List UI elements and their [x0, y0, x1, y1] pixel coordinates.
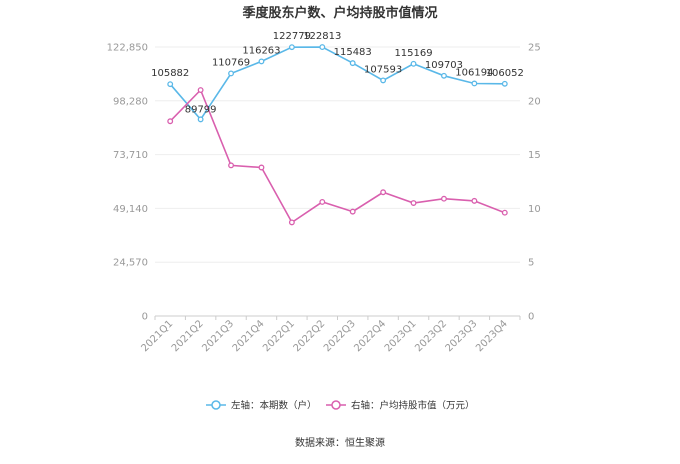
data-label: 115169 [394, 48, 432, 59]
data-point-left-series [410, 60, 417, 67]
legend-label-left-series: 左轴：本期数（户） [231, 400, 317, 412]
series-layer [167, 44, 508, 226]
legend-marker-left-series [211, 400, 221, 410]
right-y-tick-label: 25 [528, 43, 541, 54]
x-tick-label: 2023Q1 [383, 318, 419, 354]
left-y-axis: 0 24,570 49,140 73,710 98,280 122,850 [107, 43, 148, 323]
data-point-right-series [501, 209, 508, 216]
data-point-right-series [288, 219, 295, 226]
data-point-right-series [410, 200, 417, 206]
left-y-tick-label: 73,710 [113, 150, 148, 161]
data-point-left-series [258, 58, 265, 65]
data-point-left-series [441, 72, 447, 79]
legend-marker-right-series [331, 400, 341, 410]
data-source-note: 数据来源：恒生聚源 [295, 436, 385, 449]
data-point-left-series [349, 60, 356, 67]
data-label: 122813 [303, 31, 341, 42]
series-line-left-series [169, 46, 505, 121]
data-point-right-series [167, 118, 174, 125]
chart-title: 季度股东户数、户均持股市值情况 [241, 5, 437, 21]
left-y-tick-label: 98,280 [113, 96, 148, 107]
right-y-tick-label: 0 [528, 312, 534, 323]
x-tick-label: 2022Q3 [322, 318, 358, 354]
data-label: 106194 [455, 67, 493, 78]
data-point-right-series [441, 195, 447, 202]
grid-lines [155, 46, 520, 317]
x-tick-label: 2022Q4 [352, 318, 388, 354]
left-y-tick-label: 0 [142, 312, 148, 323]
data-point-right-series [319, 198, 326, 205]
right-y-tick-label: 15 [528, 150, 541, 161]
data-label: 122779 [273, 31, 311, 42]
data-point-left-series [380, 77, 387, 84]
data-label: 115483 [334, 47, 372, 58]
left-y-tick-label: 24,570 [113, 258, 148, 269]
right-y-axis: 0 5 10 15 20 25 [528, 43, 541, 323]
data-point-right-series [471, 197, 478, 204]
left-y-tick-label: 49,140 [113, 204, 148, 215]
data-label: 106052 [486, 68, 524, 79]
x-tick-label: 2021Q1 [139, 318, 175, 354]
x-tick-label: 2021Q3 [200, 318, 236, 354]
right-y-tick-label: 5 [528, 258, 534, 269]
data-point-left-series [319, 44, 326, 51]
legend: 左轴：本期数（户） 右轴：户均持股市值（万元） [206, 400, 475, 412]
x-tick-label: 2023Q4 [474, 318, 510, 354]
x-tick-label: 2023Q3 [444, 318, 480, 354]
legend-item-right-series[interactable]: 右轴：户均持股市值（万元） [326, 400, 475, 412]
data-point-right-series [349, 208, 356, 215]
right-y-tick-label: 20 [528, 96, 541, 107]
right-y-tick-label: 10 [528, 204, 541, 215]
data-label: 107593 [364, 64, 402, 75]
data-point-left-series [167, 81, 174, 88]
data-label: 116263 [242, 45, 280, 56]
data-point-right-series [380, 189, 387, 196]
left-y-tick-label: 122,850 [107, 43, 148, 54]
data-point-left-series [288, 44, 295, 51]
data-point-left-series [197, 116, 204, 123]
legend-item-left-series[interactable]: 左轴：本期数（户） [206, 400, 317, 412]
x-tick-label: 2021Q2 [170, 318, 206, 354]
data-point-right-series [258, 164, 265, 171]
data-point-right-series [197, 87, 204, 93]
data-point-left-series [471, 80, 478, 87]
data-point-left-series [228, 70, 234, 77]
data-point-left-series [501, 80, 508, 87]
x-tick-label: 2022Q2 [292, 318, 328, 354]
x-tick-label: 2022Q1 [261, 318, 297, 354]
data-label: 105882 [151, 68, 189, 79]
x-tick-label: 2023Q2 [413, 318, 449, 354]
data-label: 110769 [212, 57, 250, 68]
x-tick-label: 2021Q4 [231, 318, 267, 354]
data-label: 89799 [185, 104, 217, 115]
x-axis: 2021Q12021Q22021Q32021Q42022Q12022Q22022… [139, 316, 521, 354]
data-point-right-series [228, 162, 234, 169]
data-label: 109703 [425, 60, 463, 71]
series-line-right-series [169, 88, 506, 224]
legend-label-right-series: 右轴：户均持股市值（万元） [351, 400, 475, 412]
